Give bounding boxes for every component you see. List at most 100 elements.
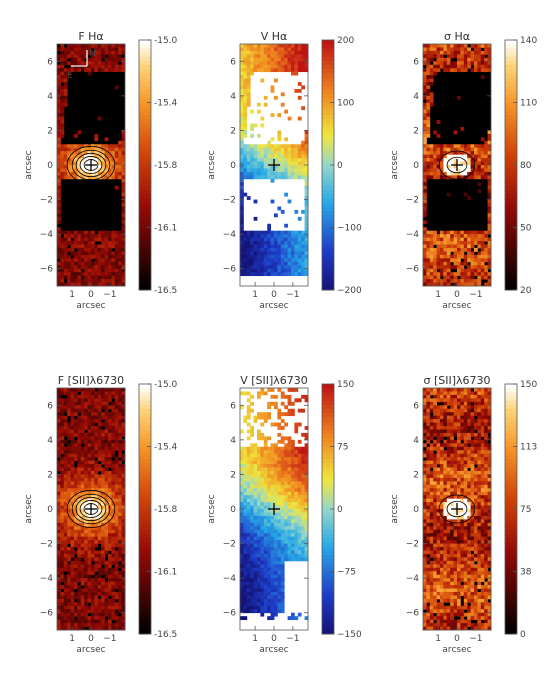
colorbar-segment [505, 40, 517, 45]
colorbar-segment [505, 617, 517, 622]
colorbar-segment [139, 454, 151, 460]
y-tick-label: −6 [223, 265, 237, 275]
y-tick-label: 0 [230, 505, 236, 515]
colorbar-segment [322, 629, 334, 635]
colorbar-segment [505, 156, 517, 162]
y-tick-label: 0 [47, 161, 53, 171]
colorbar-segment [139, 131, 151, 137]
colorbar-segment [322, 240, 334, 245]
colorbar-segment [505, 244, 517, 249]
colorbar-segment [322, 285, 334, 291]
colorbar-segment [505, 396, 517, 402]
colorbar-tick-label: -15.0 [154, 380, 178, 390]
colorbar-segment [322, 65, 334, 70]
colorbar-segment [139, 521, 151, 527]
colorbar-segment [505, 102, 517, 108]
colorbar-segment [505, 273, 517, 278]
colorbar-segment [139, 467, 151, 472]
colorbar-segment [139, 215, 151, 220]
colorbar-segment [505, 135, 517, 141]
colorbar-segment [139, 140, 151, 145]
colorbar-segment [322, 165, 334, 170]
colorbar-segment [505, 425, 517, 431]
y-tick-label: 0 [413, 161, 419, 171]
colorbar-segment [139, 613, 151, 618]
colorbar-segment [139, 265, 151, 270]
y-axis-label: arcsec [390, 494, 400, 523]
colorbar-segment [505, 567, 517, 572]
colorbar-segment [139, 144, 151, 149]
colorbar-segment [505, 248, 517, 253]
colorbar-segment [505, 223, 517, 228]
colorbar-segment [139, 396, 151, 402]
colorbar-segment [139, 277, 151, 283]
x-axis-label: arcsec [442, 645, 471, 655]
compass-north-label: N [89, 49, 96, 59]
colorbar-tick-label: 0 [520, 630, 526, 640]
y-tick-label: −2 [40, 540, 53, 550]
colorbar-segment [322, 110, 334, 116]
colorbar-segment [322, 56, 334, 62]
y-tick-label: 4 [47, 436, 53, 446]
contour-line [66, 489, 116, 529]
colorbar-segment [139, 488, 151, 493]
colorbar-segment [322, 123, 334, 128]
y-tick-label: 0 [47, 505, 53, 515]
contour-line [66, 145, 116, 185]
x-tick-label: 0 [454, 634, 460, 644]
colorbar-segment [505, 119, 517, 124]
colorbar-segment [322, 567, 334, 572]
colorbar-segment [322, 273, 334, 278]
colorbar-segment [505, 190, 517, 195]
colorbar-segment [139, 235, 151, 241]
colorbar-segment [505, 529, 517, 535]
colorbar-segment [505, 215, 517, 220]
colorbar-segment [139, 210, 151, 216]
x-tick-label: −1 [103, 290, 116, 300]
map-pixels [57, 388, 126, 631]
colorbar-segment [322, 98, 334, 103]
colorbar-segment [505, 459, 517, 464]
colorbar-segment [505, 554, 517, 560]
colorbar-segment [139, 223, 151, 228]
colorbar-segment [505, 471, 517, 477]
colorbar-segment [139, 629, 151, 635]
colorbar-segment [322, 77, 334, 83]
colorbar-segment [505, 235, 517, 241]
colorbar-segment [322, 44, 334, 49]
y-tick-label: 0 [230, 161, 236, 171]
contours [66, 489, 116, 529]
colorbar-segment [505, 90, 517, 95]
colorbar-segment [322, 604, 334, 610]
colorbar-segment [322, 609, 334, 614]
y-tick-label: 2 [47, 126, 53, 136]
colorbar-segment [139, 81, 151, 87]
colorbar-segment [139, 604, 151, 610]
colorbar-segment [322, 198, 334, 203]
colorbar-segment [505, 202, 517, 208]
colorbar-segment [322, 521, 334, 527]
y-axis-label: arcsec [24, 150, 34, 179]
x-axis-label: arcsec [259, 301, 288, 311]
colorbar-segment [322, 563, 334, 568]
colorbar-segment [505, 446, 517, 452]
colorbar-segment [505, 429, 517, 435]
colorbar-segment [139, 546, 151, 552]
colorbar-segment [322, 459, 334, 464]
colorbar-segment [139, 181, 151, 187]
colorbar-segment [139, 404, 151, 410]
colorbar-segment [505, 194, 517, 199]
x-tick-label: −1 [103, 634, 116, 644]
colorbar-segment [139, 185, 151, 191]
y-tick-label: 6 [230, 57, 236, 67]
colorbar-segment [139, 260, 151, 266]
colorbar-tick-label: -16.5 [154, 630, 177, 640]
colorbar-segment [139, 579, 151, 585]
colorbar-segment [322, 513, 334, 518]
colorbar-segment [139, 194, 151, 199]
colorbar-segment [322, 467, 334, 472]
colorbar-segment [322, 588, 334, 593]
colorbar-segment [322, 194, 334, 199]
colorbar-tick-label: -15.8 [154, 161, 178, 171]
colorbar-segment [505, 538, 517, 543]
